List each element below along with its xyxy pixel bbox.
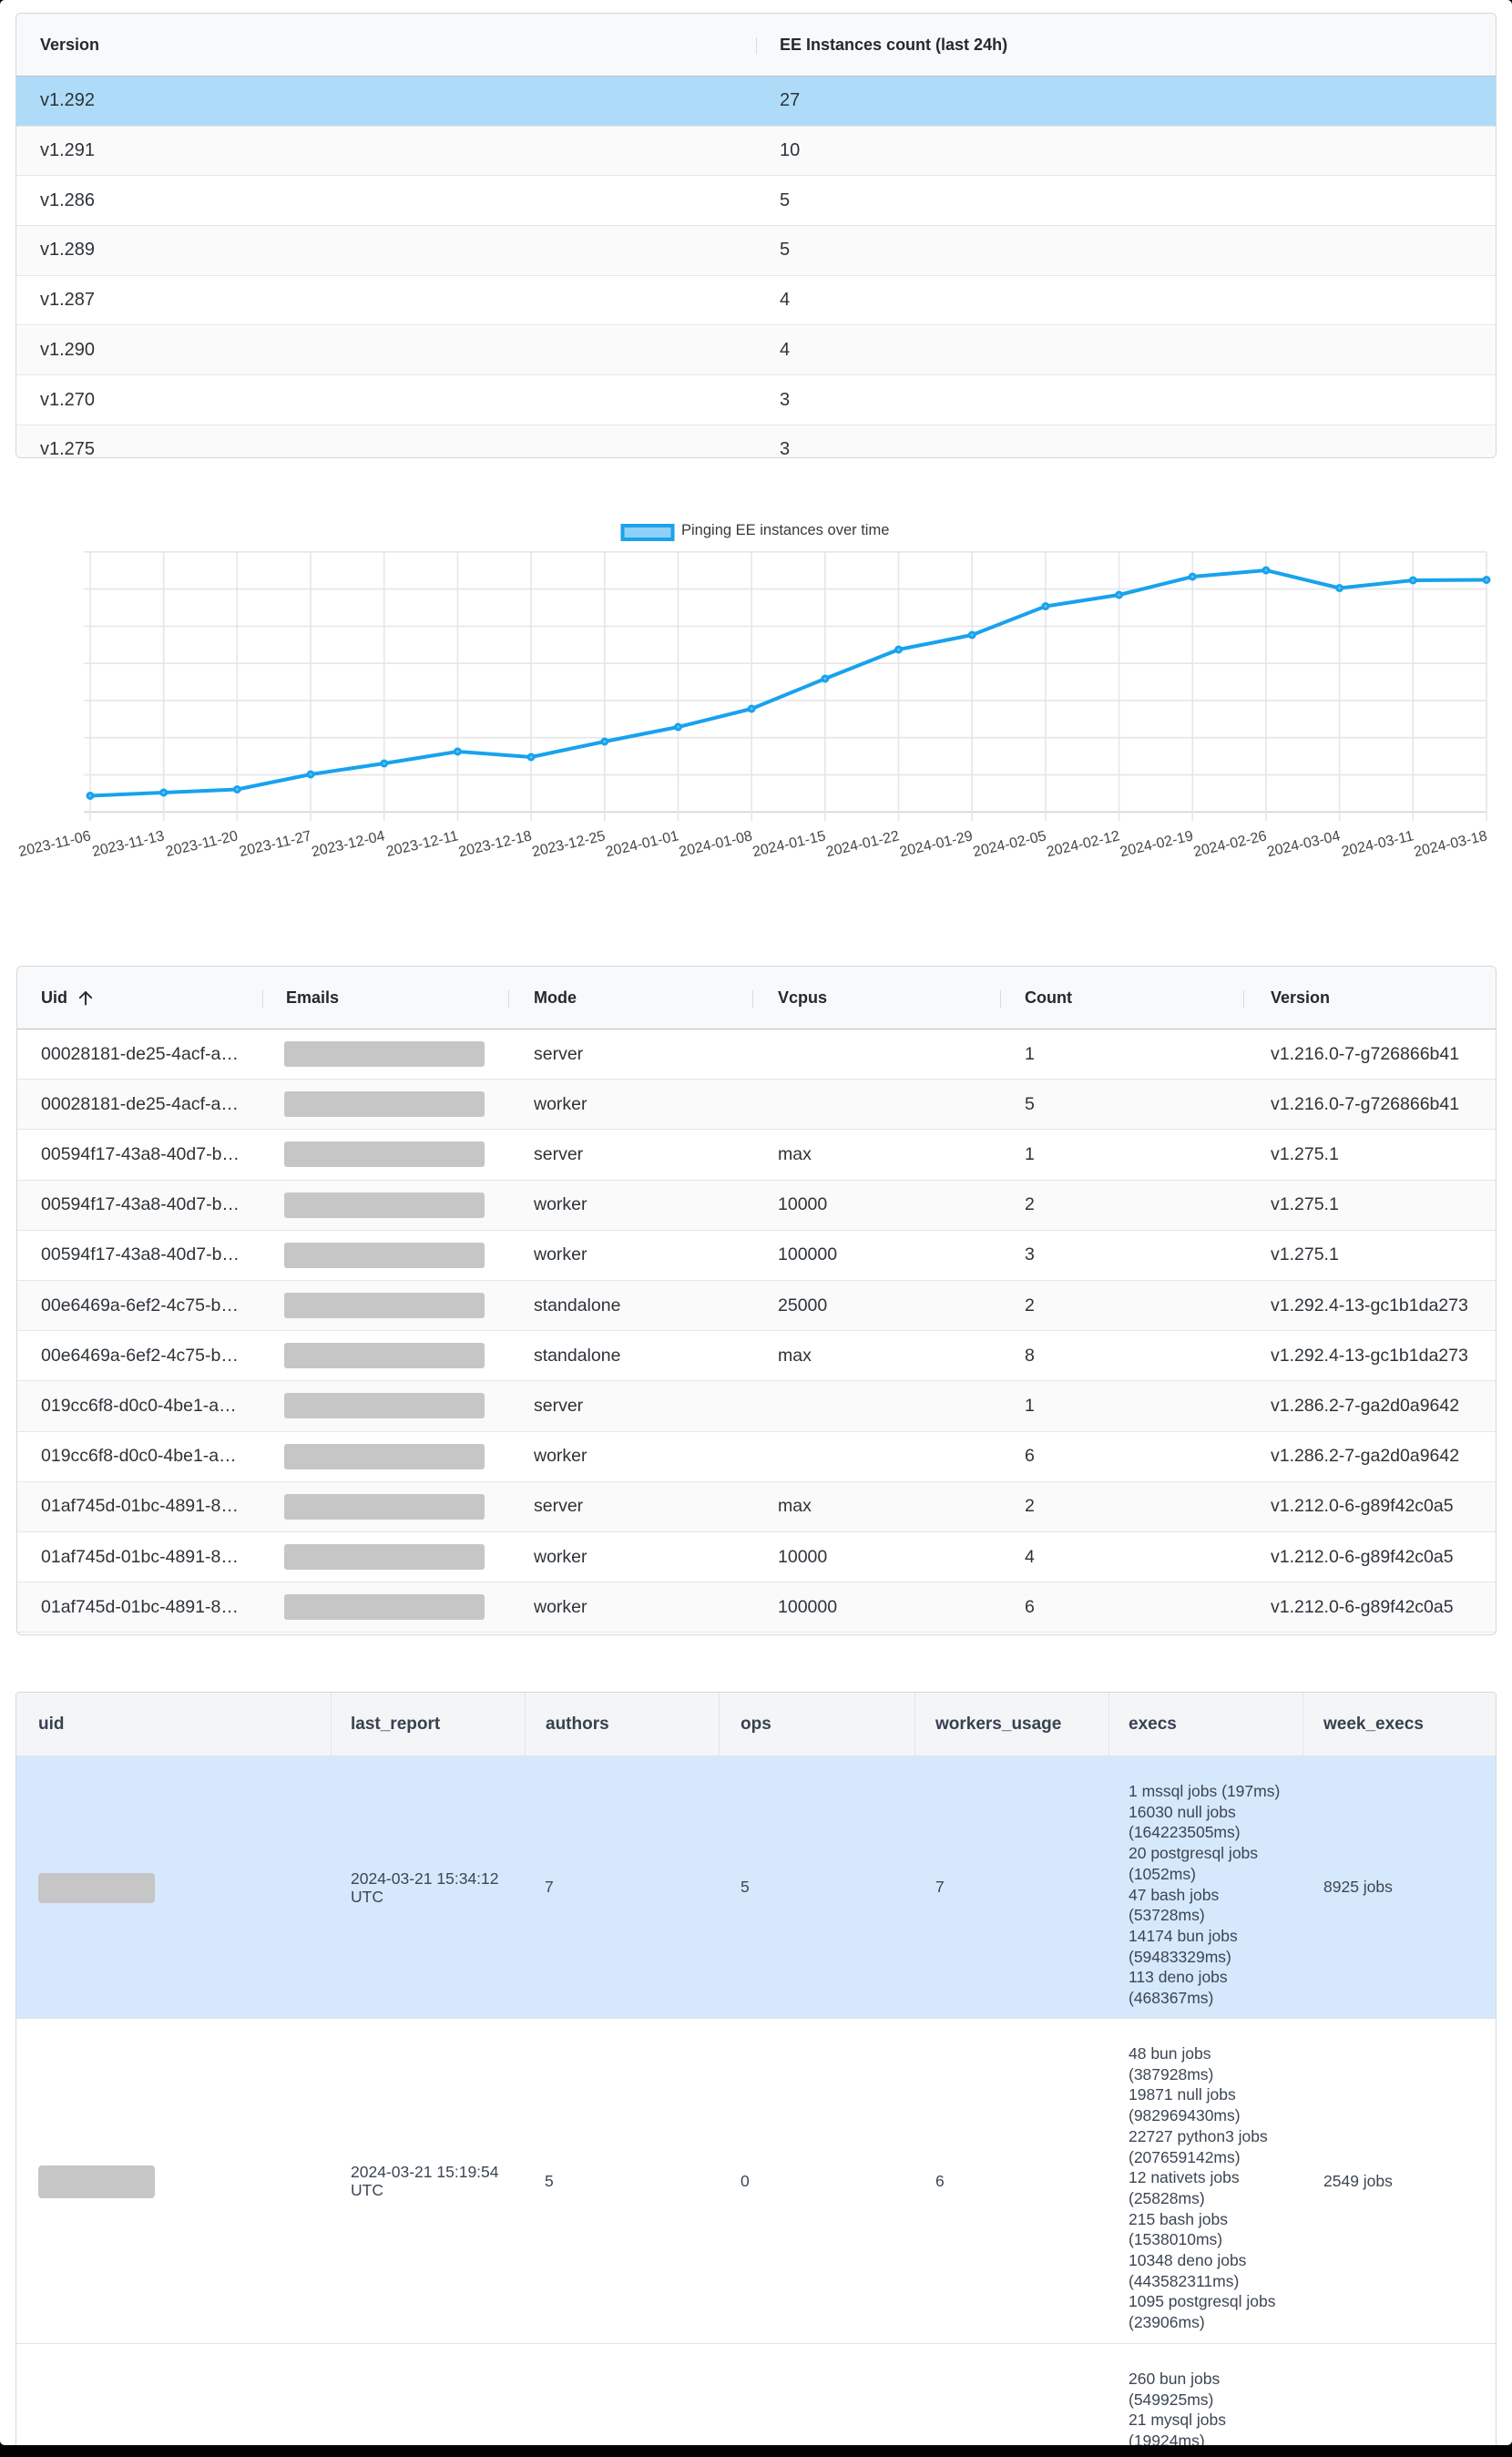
svg-text:2024-02-26: 2024-02-26 bbox=[1192, 828, 1269, 860]
svg-text:Pinging EE instances over time: Pinging EE instances over time bbox=[681, 522, 889, 538]
svg-text:2023-11-27: 2023-11-27 bbox=[238, 828, 313, 860]
svg-text:2023-12-18: 2023-12-18 bbox=[457, 828, 534, 860]
svg-text:2023-12-25: 2023-12-25 bbox=[531, 828, 608, 860]
svg-text:2024-01-01: 2024-01-01 bbox=[604, 828, 680, 860]
svg-text:2023-12-04: 2023-12-04 bbox=[311, 828, 387, 860]
svg-text:2023-11-20: 2023-11-20 bbox=[164, 828, 240, 860]
svg-text:2024-01-22: 2024-01-22 bbox=[824, 828, 901, 860]
svg-text:2023-11-13: 2023-11-13 bbox=[91, 828, 167, 860]
svg-text:2024-03-04: 2024-03-04 bbox=[1265, 828, 1342, 860]
svg-text:2024-03-18: 2024-03-18 bbox=[1413, 828, 1489, 860]
svg-text:2024-02-19: 2024-02-19 bbox=[1119, 828, 1195, 860]
svg-text:2024-02-12: 2024-02-12 bbox=[1045, 828, 1121, 860]
svg-text:2024-01-29: 2024-01-29 bbox=[898, 828, 975, 860]
svg-text:2023-11-06: 2023-11-06 bbox=[17, 828, 93, 860]
svg-text:2024-03-11: 2024-03-11 bbox=[1340, 828, 1415, 860]
svg-text:2024-01-15: 2024-01-15 bbox=[751, 828, 828, 860]
svg-text:2024-02-05: 2024-02-05 bbox=[972, 828, 1048, 860]
svg-text:2024-01-08: 2024-01-08 bbox=[678, 828, 754, 860]
svg-text:2023-12-11: 2023-12-11 bbox=[384, 828, 460, 860]
